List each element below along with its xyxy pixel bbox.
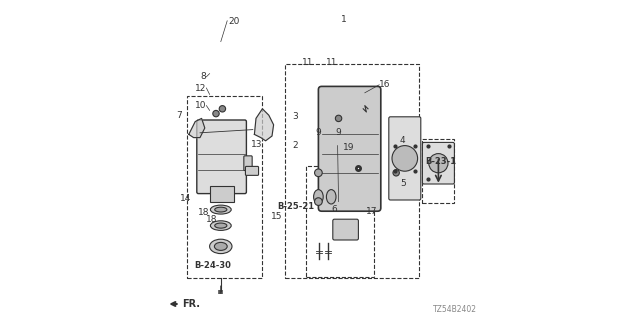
Polygon shape	[189, 118, 205, 138]
Text: FR.: FR.	[172, 299, 200, 309]
Text: 10: 10	[195, 101, 206, 110]
FancyBboxPatch shape	[244, 156, 252, 171]
Ellipse shape	[214, 243, 227, 250]
Text: 1: 1	[340, 15, 346, 24]
Circle shape	[335, 115, 342, 122]
Text: 11: 11	[326, 58, 337, 67]
Text: 17: 17	[366, 207, 378, 216]
Circle shape	[315, 169, 322, 177]
Text: 7: 7	[176, 111, 182, 120]
Text: 19: 19	[343, 143, 355, 152]
Text: 2: 2	[292, 141, 298, 150]
FancyBboxPatch shape	[197, 120, 246, 194]
Text: B-24-30: B-24-30	[195, 261, 231, 270]
Text: 3: 3	[292, 112, 298, 121]
Text: 20: 20	[229, 17, 240, 26]
Text: TZ54B2402: TZ54B2402	[433, 305, 477, 314]
FancyBboxPatch shape	[246, 166, 259, 175]
Text: 9: 9	[335, 128, 341, 137]
Text: 4: 4	[400, 136, 406, 145]
Text: 5: 5	[401, 180, 406, 188]
Ellipse shape	[215, 207, 227, 212]
FancyBboxPatch shape	[422, 142, 454, 184]
Text: B-25-21: B-25-21	[277, 202, 314, 211]
Text: 8: 8	[201, 72, 206, 81]
Text: 11: 11	[301, 58, 313, 67]
Text: 12: 12	[195, 84, 206, 92]
Text: 9: 9	[315, 128, 321, 137]
FancyBboxPatch shape	[319, 86, 381, 211]
Circle shape	[429, 154, 448, 173]
Text: 13: 13	[251, 140, 262, 148]
Polygon shape	[254, 109, 274, 141]
Text: 16: 16	[380, 80, 390, 89]
Text: B-23-1: B-23-1	[426, 157, 457, 166]
Circle shape	[393, 170, 399, 176]
Circle shape	[315, 198, 322, 205]
Circle shape	[219, 106, 226, 112]
Ellipse shape	[314, 189, 323, 204]
Ellipse shape	[211, 221, 231, 230]
Text: 18: 18	[198, 208, 209, 217]
Ellipse shape	[215, 223, 227, 228]
Text: 14: 14	[180, 194, 191, 203]
FancyBboxPatch shape	[388, 117, 421, 200]
Ellipse shape	[326, 189, 336, 204]
Text: 6: 6	[332, 205, 338, 214]
Ellipse shape	[210, 239, 232, 253]
Circle shape	[392, 146, 418, 171]
Circle shape	[212, 110, 219, 117]
Text: 15: 15	[271, 212, 283, 220]
Ellipse shape	[211, 205, 231, 214]
FancyBboxPatch shape	[210, 186, 234, 202]
Text: 18: 18	[205, 215, 217, 224]
FancyBboxPatch shape	[333, 219, 358, 240]
